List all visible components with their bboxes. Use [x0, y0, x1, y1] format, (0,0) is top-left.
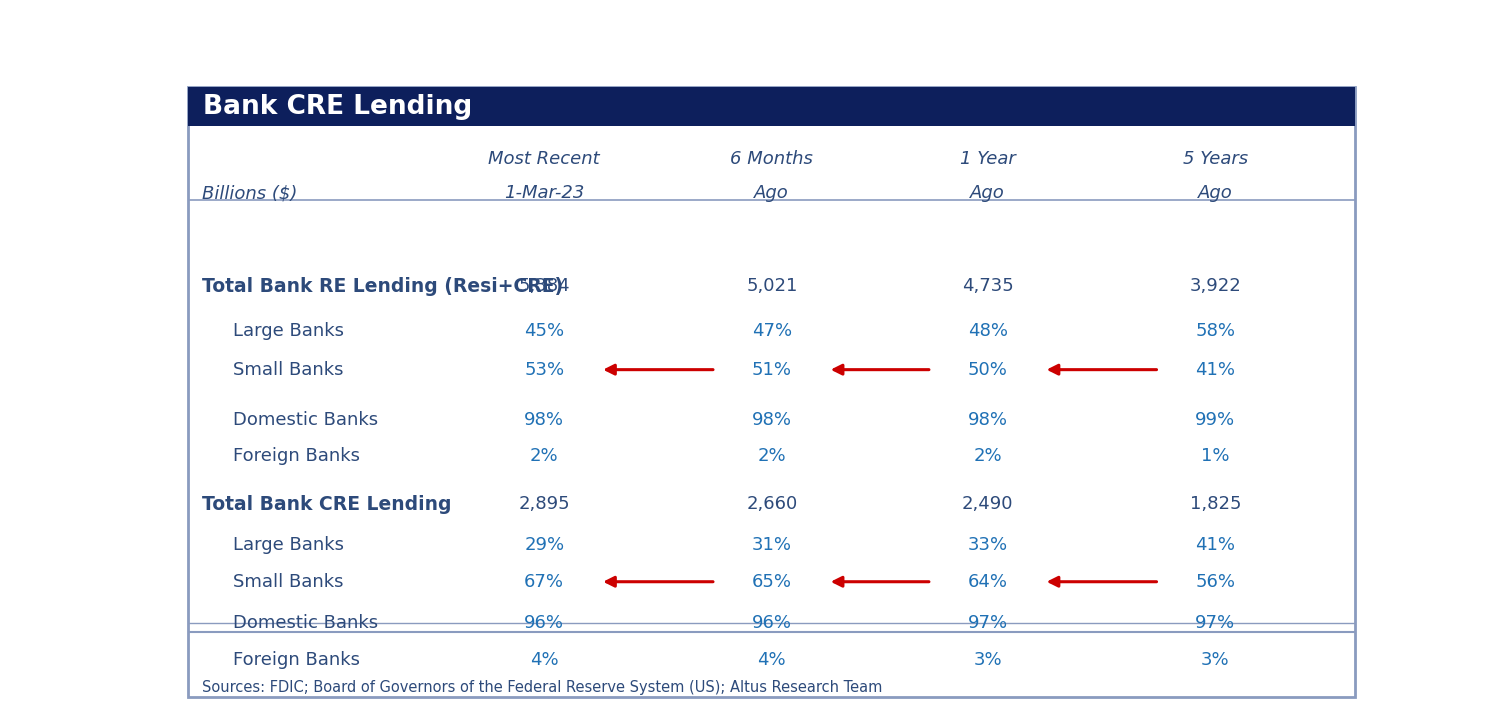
- Text: 2%: 2%: [973, 447, 1001, 465]
- Text: Foreign Banks: Foreign Banks: [232, 447, 360, 465]
- Text: 31%: 31%: [751, 536, 792, 554]
- Text: 48%: 48%: [968, 322, 1008, 340]
- Text: 98%: 98%: [751, 411, 792, 428]
- Text: Sources: FDIC; Board of Governors of the Federal Reserve System (US); Altus Rese: Sources: FDIC; Board of Governors of the…: [202, 680, 883, 695]
- FancyBboxPatch shape: [188, 87, 1355, 697]
- Text: Domestic Banks: Domestic Banks: [232, 411, 378, 428]
- Text: 97%: 97%: [968, 614, 1008, 632]
- Text: 3,922: 3,922: [1190, 278, 1241, 296]
- Text: 58%: 58%: [1196, 322, 1235, 340]
- Text: 1%: 1%: [1202, 447, 1229, 465]
- Text: Small Banks: Small Banks: [232, 360, 343, 379]
- Text: Total Bank RE Lending (Resi+CRE): Total Bank RE Lending (Resi+CRE): [202, 277, 563, 296]
- Text: 56%: 56%: [1196, 572, 1235, 590]
- Text: 41%: 41%: [1196, 536, 1235, 554]
- Text: 1 Year: 1 Year: [959, 150, 1015, 168]
- Text: Ago: Ago: [1197, 184, 1233, 202]
- Text: Large Banks: Large Banks: [232, 536, 343, 554]
- Text: 51%: 51%: [751, 360, 792, 379]
- Text: 2%: 2%: [758, 447, 786, 465]
- Text: 4%: 4%: [758, 651, 786, 669]
- Text: Bank CRE Lending: Bank CRE Lending: [203, 94, 473, 120]
- Text: 2,895: 2,895: [518, 495, 571, 513]
- Text: Large Banks: Large Banks: [232, 322, 343, 340]
- Text: 45%: 45%: [524, 322, 565, 340]
- Text: 65%: 65%: [751, 572, 792, 590]
- Text: 4%: 4%: [530, 651, 559, 669]
- FancyBboxPatch shape: [188, 87, 1355, 126]
- Text: 50%: 50%: [968, 360, 1008, 379]
- Text: 5,021: 5,021: [745, 278, 798, 296]
- Text: Ago: Ago: [755, 184, 789, 202]
- Text: 2%: 2%: [530, 447, 559, 465]
- Text: 64%: 64%: [968, 572, 1008, 590]
- Text: 5 Years: 5 Years: [1182, 150, 1248, 168]
- Text: 1-Mar-23: 1-Mar-23: [505, 184, 584, 202]
- Text: 5,384: 5,384: [518, 278, 571, 296]
- Text: 3%: 3%: [973, 651, 1001, 669]
- Text: 2,660: 2,660: [745, 495, 798, 513]
- Text: 47%: 47%: [751, 322, 792, 340]
- Text: 96%: 96%: [524, 614, 565, 632]
- Text: 98%: 98%: [968, 411, 1008, 428]
- Text: 53%: 53%: [524, 360, 565, 379]
- Text: Small Banks: Small Banks: [232, 572, 343, 590]
- Text: Total Bank CRE Lending: Total Bank CRE Lending: [202, 495, 452, 513]
- Text: 99%: 99%: [1196, 411, 1235, 428]
- Text: 1,825: 1,825: [1190, 495, 1241, 513]
- Text: Ago: Ago: [970, 184, 1005, 202]
- Text: Most Recent: Most Recent: [488, 150, 599, 168]
- Text: 33%: 33%: [968, 536, 1008, 554]
- Text: 96%: 96%: [751, 614, 792, 632]
- Text: 67%: 67%: [524, 572, 565, 590]
- Text: 97%: 97%: [1196, 614, 1235, 632]
- Text: 2,490: 2,490: [962, 495, 1014, 513]
- Text: Billions ($): Billions ($): [202, 184, 298, 202]
- Text: 6 Months: 6 Months: [730, 150, 813, 168]
- Text: Domestic Banks: Domestic Banks: [232, 614, 378, 632]
- Text: 29%: 29%: [524, 536, 565, 554]
- Text: 4,735: 4,735: [962, 278, 1014, 296]
- Text: 98%: 98%: [524, 411, 565, 428]
- Text: 41%: 41%: [1196, 360, 1235, 379]
- Text: Foreign Banks: Foreign Banks: [232, 651, 360, 669]
- Text: 3%: 3%: [1200, 651, 1230, 669]
